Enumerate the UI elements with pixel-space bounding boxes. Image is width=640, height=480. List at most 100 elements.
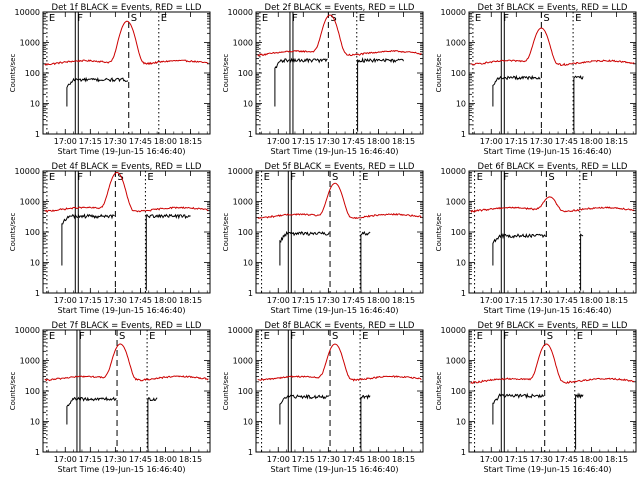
y-tick-label: 100 (451, 228, 466, 237)
events-series-line (574, 76, 583, 131)
panel-det-8: Det 8f BLACK = Events, RED = LLD11010010… (222, 321, 423, 474)
x-tick-label: 17:30 (317, 455, 340, 464)
panel-det-7: Det 7f BLACK = Events, RED = LLD 1 10 100 10… (9, 321, 210, 474)
lld-series-line (45, 173, 209, 212)
y-tick-label: 100 (238, 69, 253, 78)
detector-lightcurve-grid: Det 1f BLACK = Events, RED = LLD11010010… (0, 0, 640, 480)
y-tick-label: 1000 (233, 39, 253, 48)
events-series-line (146, 215, 190, 291)
x-tick-label: 17:00 (267, 296, 290, 305)
marker-label: E (49, 13, 55, 24)
marker-label: E (575, 13, 581, 24)
x-axis-label: Start Time (19-Jun-15 16:46:40) (58, 465, 186, 474)
y-tick-label: 100 (451, 387, 466, 396)
y-tick-label: 1000 (446, 39, 466, 48)
x-tick-label: 17:15 (79, 455, 102, 464)
x-tick-label: 17:15 (505, 296, 528, 305)
x-tick-label: 17:00 (54, 455, 77, 464)
x-tick-label: 17:30 (104, 455, 127, 464)
panel-det-4: Det 4f BLACK = Events, RED = LLD11010010… (9, 162, 210, 315)
events-series-line (581, 234, 584, 290)
y-axis-label: Counts/sec (9, 372, 17, 411)
events-series-line (493, 76, 541, 106)
plot-frame (43, 171, 210, 293)
y-tick-label: 10000 (441, 326, 466, 335)
marker-label: E (582, 172, 588, 183)
x-tick-label: 18:15 (392, 137, 415, 146)
plot-frame (469, 12, 636, 134)
panel-det-6: Det 6f BLACK = Events, RED = LLD11010010… (435, 162, 636, 315)
marker-label: E (359, 13, 365, 24)
lld-series-line (471, 197, 635, 212)
x-tick-label: 18:00 (154, 455, 177, 464)
y-axis-label: Counts/sec (222, 54, 230, 93)
marker-label: S (332, 172, 338, 183)
x-tick-label: 17:15 (292, 296, 315, 305)
x-tick-label: 17:45 (342, 137, 365, 146)
panel-det-1: Det 1f BLACK = Events, RED = LLD 1 10 100 10… (9, 3, 210, 156)
marker-label: E (477, 172, 483, 183)
y-tick-label: 1000 (233, 198, 253, 207)
y-axis-label: Counts/sec (222, 213, 230, 252)
y-tick-label: 1000 (20, 39, 40, 48)
x-tick-label: 17:15 (505, 455, 528, 464)
y-tick-label: 1 (248, 289, 253, 298)
y-tick-label: 10 (456, 100, 466, 109)
x-tick-label: 17:15 (79, 137, 102, 146)
x-axis-label: Start Time (19-Jun-15 16:46:40) (58, 306, 186, 315)
y-tick-label: 10 (243, 259, 253, 268)
marker-label: E (264, 172, 270, 183)
marker-label: E (475, 13, 481, 24)
y-axis-label: Counts/sec (9, 213, 17, 252)
x-tick-label: 17:30 (104, 137, 127, 146)
x-tick-label: 17:45 (129, 137, 152, 146)
y-axis-label: Counts/sec (435, 372, 443, 411)
x-tick-label: 17:00 (480, 455, 503, 464)
x-axis-label: Start Time (19-Jun-15 16:46:40) (484, 465, 612, 474)
y-tick-label: 10 (30, 259, 40, 268)
panel-det-3: Det 3f BLACK = Events, RED = LLD11010010… (435, 3, 636, 156)
events-series-line (493, 394, 544, 424)
x-tick-label: 17:45 (342, 455, 365, 464)
x-tick-label: 18:15 (179, 296, 202, 305)
x-tick-label: 17:30 (104, 296, 127, 305)
events-series-line (358, 59, 404, 132)
x-tick-label: 17:00 (54, 137, 77, 146)
x-tick-label: 17:00 (54, 296, 77, 305)
marker-label: F (503, 172, 509, 183)
y-tick-label: 10 (456, 259, 466, 268)
x-tick-label: 18:00 (367, 296, 390, 305)
y-axis-label: Counts/sec (9, 54, 17, 93)
events-series-line (361, 232, 370, 291)
x-tick-label: 18:15 (392, 455, 415, 464)
y-tick-label: 1 (35, 448, 40, 457)
x-tick-label: 18:00 (580, 137, 603, 146)
y-tick-label: 1 (35, 130, 40, 139)
x-tick-label: 17:45 (555, 455, 578, 464)
x-tick-label: 18:00 (367, 137, 390, 146)
x-tick-label: 17:45 (129, 296, 152, 305)
plot-frame (256, 12, 423, 134)
y-tick-label: 10000 (15, 167, 40, 176)
events-series-line (361, 395, 370, 449)
panel-det-5: Det 5f BLACK = Events, RED = LLD11010010… (222, 162, 423, 315)
events-series-line (280, 232, 329, 266)
marker-label: S (547, 331, 553, 342)
lld-series-line (258, 183, 422, 218)
y-tick-label: 10 (30, 100, 40, 109)
events-series-line (67, 78, 128, 106)
x-tick-label: 18:00 (154, 137, 177, 146)
marker-label: S (332, 331, 338, 342)
x-tick-label: 18:00 (580, 455, 603, 464)
x-tick-label: 17:30 (530, 296, 553, 305)
y-tick-label: 10000 (228, 8, 253, 17)
marker-label: S (543, 13, 549, 24)
y-tick-label: 1000 (446, 198, 466, 207)
x-tick-label: 17:15 (292, 455, 315, 464)
y-tick-label: 10 (243, 418, 253, 427)
plot-frame (43, 330, 210, 452)
marker-label: E (362, 172, 368, 183)
y-tick-label: 100 (25, 387, 40, 396)
marker-label: E (477, 331, 483, 342)
x-tick-label: 17:45 (555, 296, 578, 305)
